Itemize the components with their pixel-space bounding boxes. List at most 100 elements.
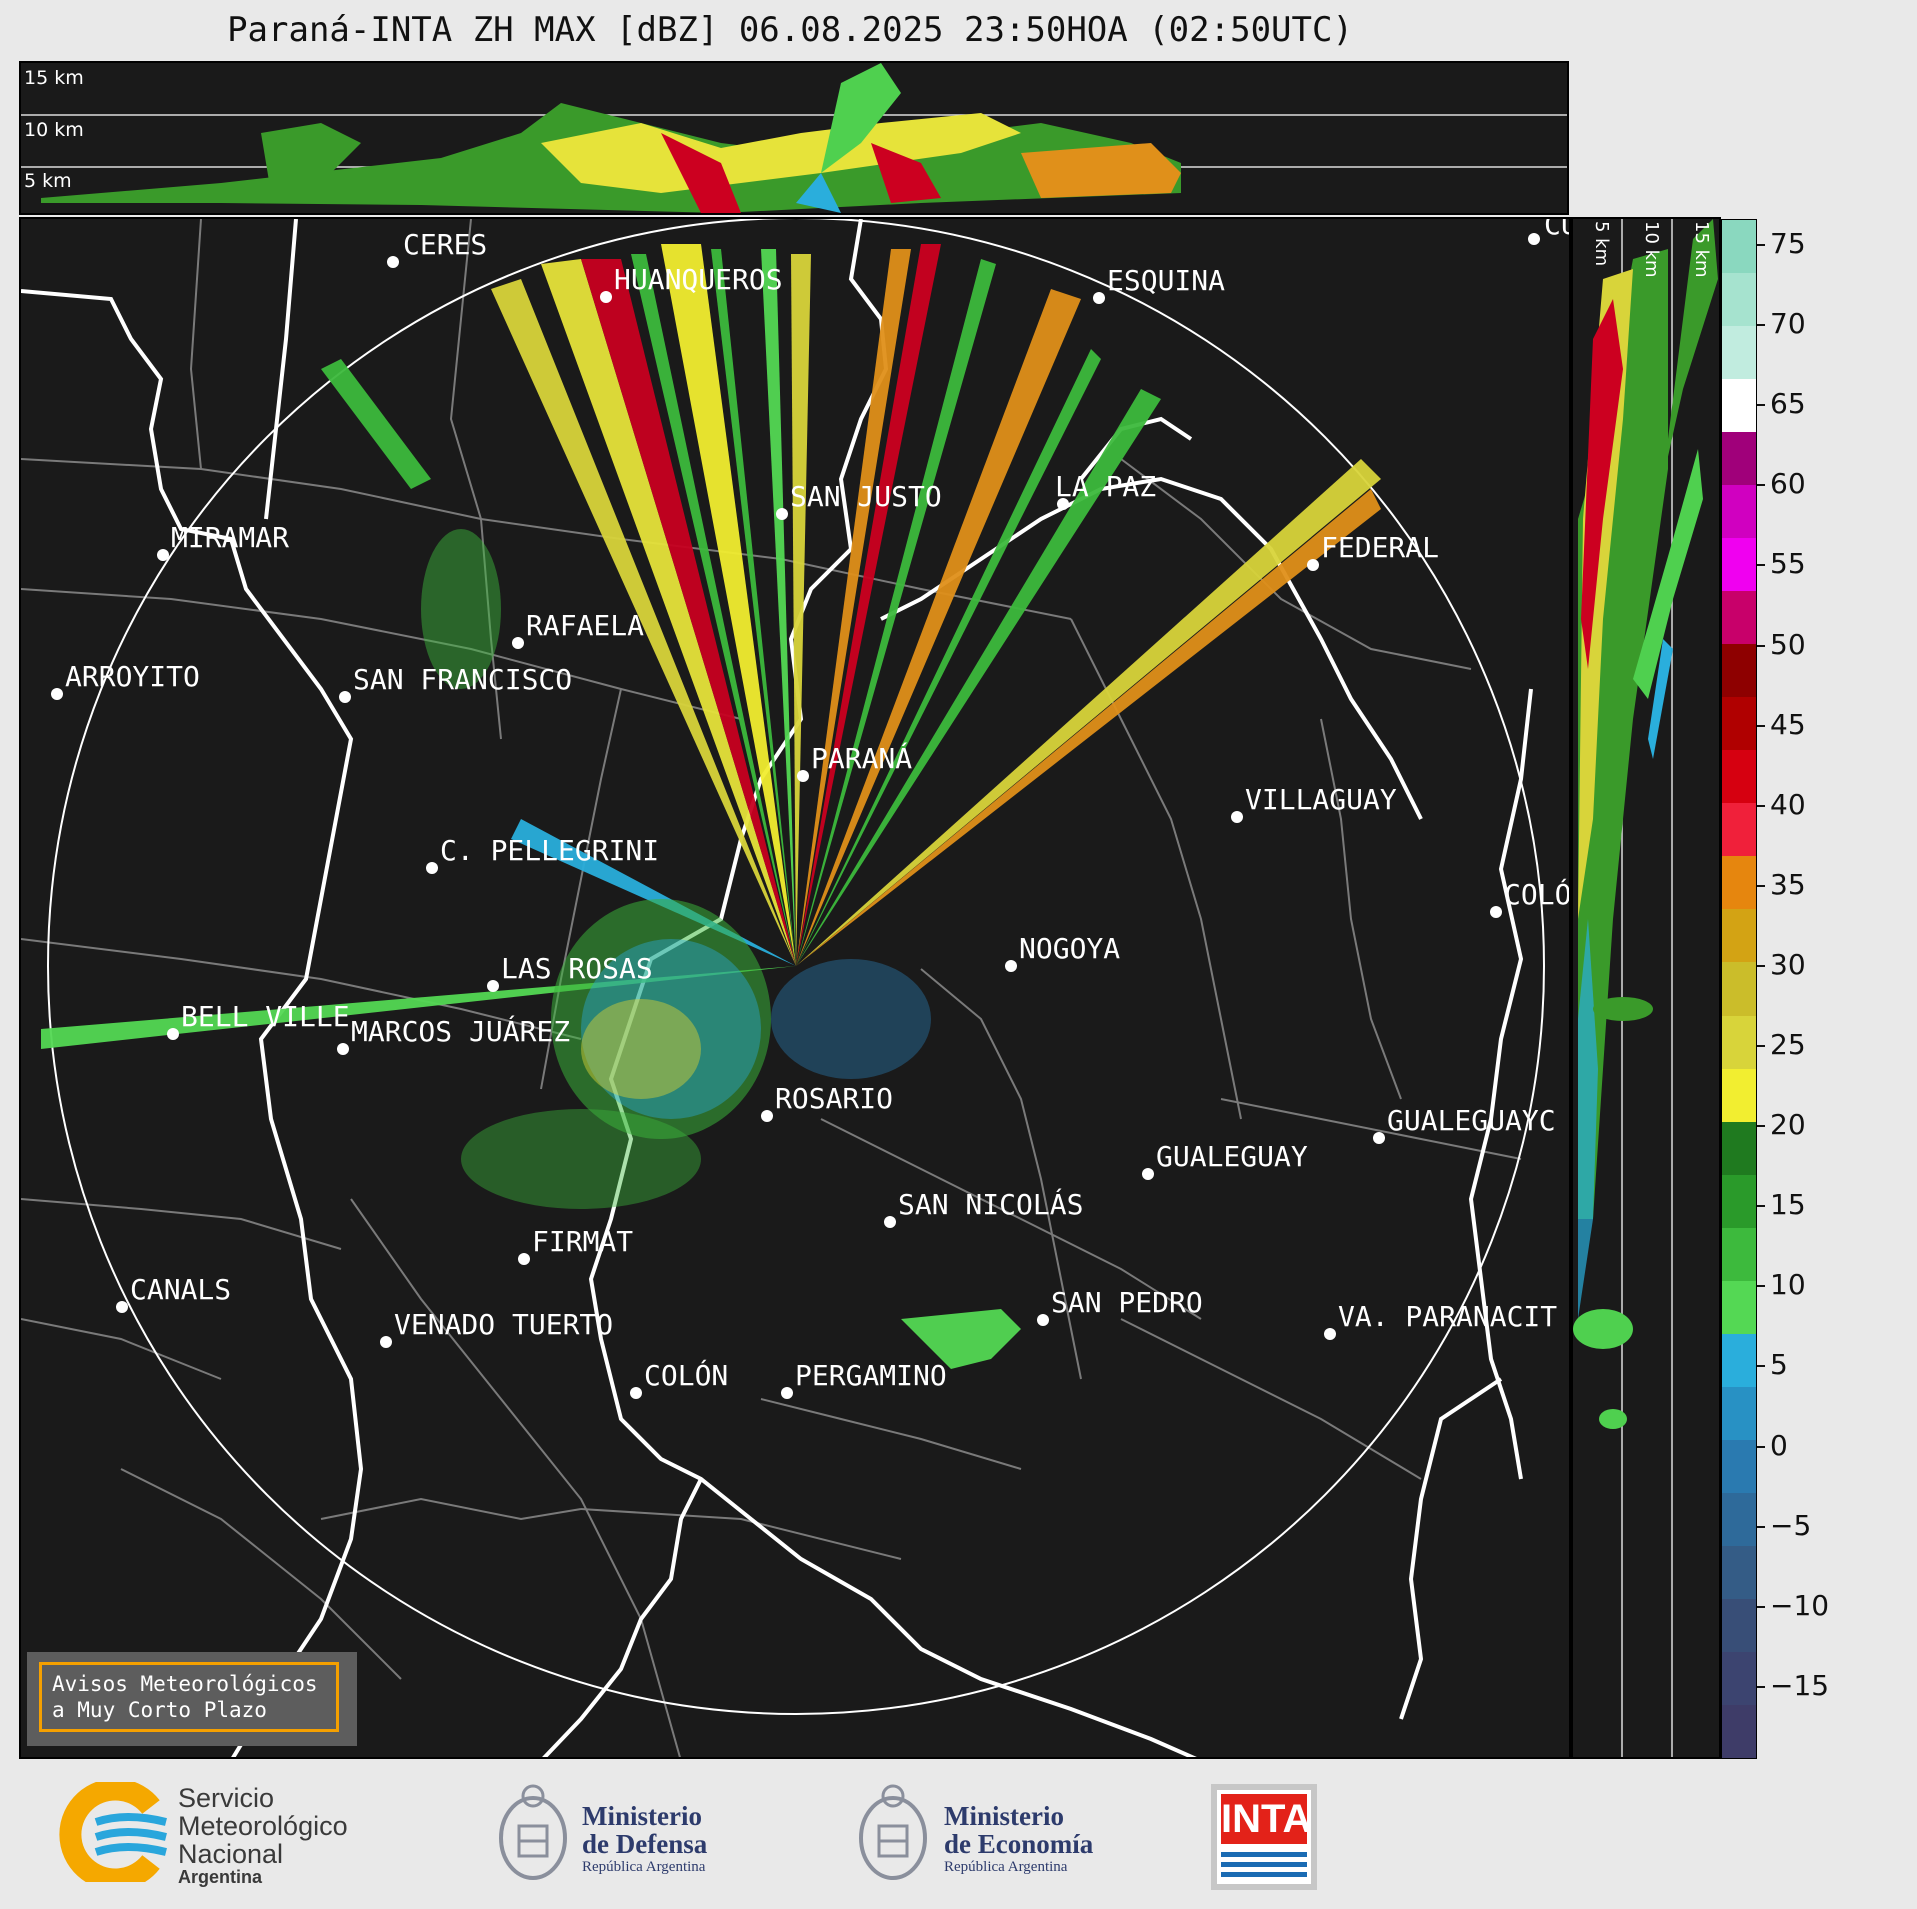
- colorbar-segment: [1722, 1227, 1756, 1282]
- colorbar-tick: [1757, 1445, 1765, 1448]
- colorbar-segment: [1722, 644, 1756, 698]
- smn-line-3: Nacional: [178, 1839, 284, 1869]
- colorbar-tick: [1757, 724, 1765, 727]
- city-marker: [157, 549, 169, 561]
- colorbar-segment: [1722, 1280, 1756, 1335]
- colorbar-segment: [1722, 856, 1756, 910]
- colorbar-tick-label: 35: [1770, 867, 1806, 901]
- city-marker: [1037, 1314, 1049, 1326]
- notice-line-1: Avisos Meteorológicos: [52, 1672, 318, 1696]
- colorbar-tick-label: 70: [1770, 307, 1806, 341]
- city-label: ARROYITO: [65, 660, 200, 693]
- colorbar-tick-label: 45: [1770, 707, 1806, 741]
- colorbar-tick: [1757, 1045, 1765, 1047]
- colorbar-segment: [1722, 326, 1756, 380]
- colorbar-tick: [1757, 964, 1765, 967]
- colorbar-segment: [1722, 1439, 1756, 1494]
- colorbar-segment: [1722, 1651, 1756, 1706]
- colorbar-segment: [1722, 697, 1756, 751]
- defensa-line-1: Ministerio: [582, 1801, 702, 1831]
- economia-line-1: Ministerio: [944, 1801, 1064, 1831]
- colorbar-tick: [1757, 1125, 1765, 1128]
- colorbar-tick-label: 10: [1770, 1268, 1806, 1302]
- smn-line-4: Argentina: [178, 1867, 263, 1887]
- colorbar-tick: [1757, 244, 1765, 246]
- footer-logos: Servicio Meteorológico Nacional Argentin…: [0, 1762, 1917, 1909]
- city-label: SAN NICOLÁS: [898, 1187, 1083, 1221]
- city-label: SAN JUSTO: [790, 480, 942, 513]
- city-marker: [797, 770, 809, 782]
- city-marker: [116, 1301, 128, 1313]
- city-marker: [1142, 1168, 1154, 1180]
- city-marker: [1307, 559, 1319, 571]
- colorbar-segment: [1722, 591, 1756, 645]
- top-cross-section-echoes: [21, 63, 1567, 213]
- colorbar-segment: [1722, 1545, 1756, 1600]
- colorbar-segment: [1722, 962, 1756, 1016]
- city-label: HUANQUEROS: [614, 263, 783, 296]
- city-label: GUALEGUAYC: [1387, 1104, 1556, 1137]
- city-marker: [380, 1336, 392, 1348]
- colorbar-tick: [1757, 564, 1765, 567]
- colorbar-segment: [1722, 220, 1756, 274]
- city-marker: [51, 688, 63, 700]
- city-labels: CERES HUANQUEROS ESQUINA CU MIRAMAR SAN JUSTO…: [51, 219, 1571, 1399]
- top-level-label-5km: 5 km: [24, 170, 72, 192]
- colorbar-segment: [1722, 1068, 1756, 1123]
- colorbar-segment: [1722, 1015, 1756, 1070]
- radar-echoes: [41, 244, 1381, 1369]
- side-cross-section-panel: 5 km 10 km 15 km: [1571, 217, 1721, 1759]
- colorbar-tick: [1757, 404, 1765, 407]
- city-label: NOGOYA: [1019, 932, 1120, 965]
- side-cross-section-echoes: [1573, 219, 1718, 1757]
- city-marker: [600, 291, 612, 303]
- colorbar-segment: [1722, 1121, 1756, 1176]
- colorbar-segment: [1722, 1598, 1756, 1653]
- colorbar-tick: [1757, 804, 1765, 807]
- city-marker: [426, 862, 438, 874]
- city-marker: [761, 1110, 773, 1122]
- national-seal-icon: [859, 1784, 927, 1880]
- colorbar-segment: [1722, 1492, 1756, 1547]
- city-marker: [1093, 292, 1105, 304]
- notice-frame: Avisos Meteorológicos a Muy Corto Plazo: [39, 1662, 339, 1732]
- colorbar-segment: [1722, 803, 1756, 857]
- city-label: COLÓN: [644, 1358, 728, 1392]
- colorbar-tick-label: 75: [1770, 227, 1806, 260]
- colorbar-tick: [1757, 1605, 1765, 1608]
- city-label: VENADO TUERTO: [394, 1308, 613, 1341]
- city-marker: [781, 1387, 793, 1399]
- city-label: FIRMAT: [532, 1225, 633, 1258]
- city-label: ESQUINA: [1107, 264, 1225, 297]
- colorbar-tick-label: 15: [1770, 1188, 1806, 1222]
- colorbar-segment: [1722, 1333, 1756, 1388]
- colorbar-tick-label: 20: [1770, 1108, 1806, 1142]
- colorbar-tick: [1757, 1205, 1765, 1208]
- city-label: VILLAGUAY: [1245, 783, 1397, 816]
- city-label: CERES: [403, 228, 487, 261]
- colorbar-tick-label: 5: [1770, 1348, 1788, 1382]
- defensa-line-3: República Argentina: [582, 1859, 706, 1875]
- city-marker: [337, 1043, 349, 1055]
- colorbar-tick-label: 60: [1770, 467, 1806, 501]
- colorbar-tick-label: −10: [1770, 1588, 1830, 1622]
- economia-line-3: República Argentina: [944, 1859, 1068, 1875]
- inta-logo: INTA: [1211, 1784, 1317, 1890]
- city-marker: [1528, 233, 1540, 245]
- inta-logo-text: INTA: [1221, 1794, 1311, 1844]
- top-level-label-10km: 10 km: [24, 119, 84, 141]
- colorbar-segment: [1722, 1174, 1756, 1229]
- city-marker: [884, 1216, 896, 1228]
- colorbar-tick: [1757, 324, 1765, 327]
- colorbar-tick: [1757, 1285, 1765, 1288]
- city-label: CU: [1544, 219, 1571, 241]
- colorbar-tick-label: −5: [1770, 1508, 1812, 1542]
- colorbar-segment: [1722, 909, 1756, 963]
- colorbar-tick: [1757, 884, 1765, 887]
- radar-map-panel: CERES HUANQUEROS ESQUINA CU MIRAMAR SAN JUSTO…: [19, 217, 1571, 1759]
- city-marker: [339, 691, 351, 703]
- colorbar-tick-label: 40: [1770, 787, 1806, 821]
- city-label: ROSARIO: [775, 1082, 893, 1115]
- colorbar-tick-label: 65: [1770, 387, 1806, 421]
- city-label: SAN FRANCISCO: [353, 663, 572, 696]
